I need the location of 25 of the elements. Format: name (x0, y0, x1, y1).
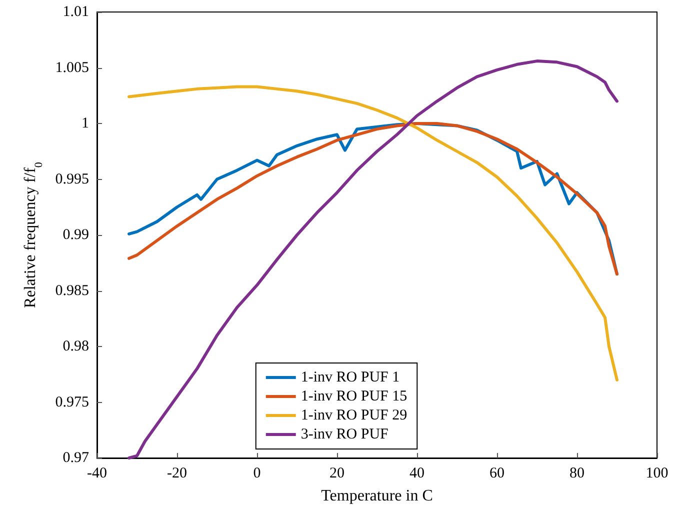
x-tick-label: 100 (646, 466, 668, 482)
legend-label: 1-inv RO PUF 1 (300, 370, 400, 386)
legend-label: 3-inv RO PUF (300, 426, 388, 442)
y-tick-label: 0.995 (55, 171, 89, 188)
x-tick-label: 80 (570, 466, 584, 482)
x-tick-label: 0 (253, 466, 261, 482)
x-tick-label: -20 (167, 466, 187, 482)
line-series (128, 85, 618, 382)
line-series (128, 60, 618, 460)
x-tick-label: 60 (490, 466, 504, 482)
y-axis-title: Relative frequency f/f0 (22, 162, 45, 308)
y-tick-label: 1.005 (55, 60, 89, 76)
x-tick-label: -40 (87, 466, 107, 482)
y-tick-label: 0.975 (55, 394, 89, 410)
legend-label: 1-inv RO PUF 29 (300, 408, 408, 424)
y-tick-label: 1 (82, 116, 89, 132)
legend-label: 1-inv RO PUF 15 (300, 388, 408, 404)
y-tick-label: 0.99 (62, 227, 89, 243)
x-tick-label: 20 (330, 466, 344, 482)
y-tick-label: 0.985 (55, 282, 89, 299)
y-tick-label: 1.01 (62, 4, 89, 20)
y-tick-label: 0.98 (62, 338, 89, 354)
y-tick-label: 0.97 (62, 450, 90, 466)
x-tick-label: 40 (410, 466, 424, 482)
x-axis-title: Temperature in C (321, 488, 433, 504)
